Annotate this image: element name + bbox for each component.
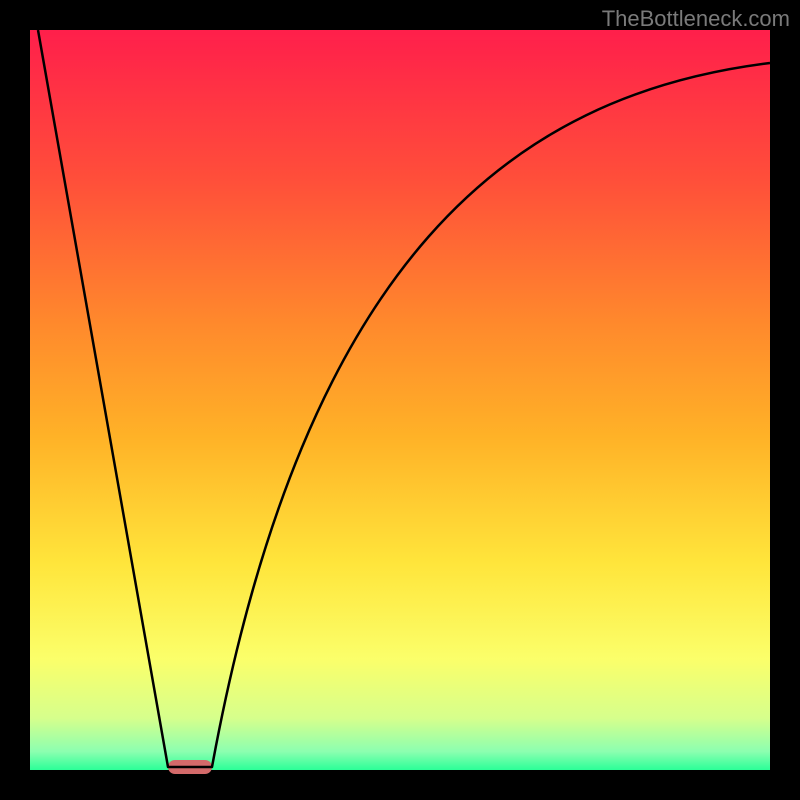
watermark-text: TheBottleneck.com [602,6,790,32]
chart-container: TheBottleneck.com [0,0,800,800]
plot-background [30,30,770,770]
bottleneck-chart [0,0,800,800]
